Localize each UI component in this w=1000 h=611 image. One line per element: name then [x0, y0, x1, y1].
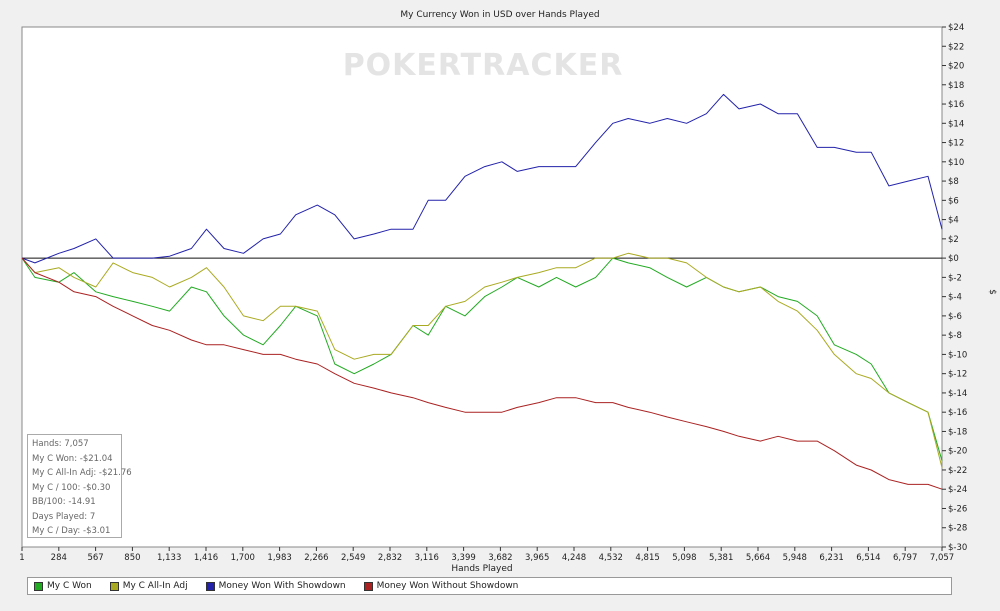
y-tick-label: $-6 — [948, 312, 962, 322]
x-tick-label: 567 — [87, 553, 103, 563]
legend-swatch — [363, 581, 373, 591]
y-tick-label: $-12 — [948, 370, 967, 380]
legend-item[interactable]: Money Won With Showdown — [205, 581, 346, 591]
y-tick-label: $14 — [948, 119, 964, 129]
series-line — [21, 93, 943, 264]
y-tick-label: $10 — [948, 158, 964, 168]
x-tick-label: 3,682 — [488, 553, 512, 563]
legend: My C Won My C All-In Adj Money Won With … — [27, 577, 952, 595]
x-tick-label: 4,815 — [635, 553, 659, 563]
stat-days-played: Days Played: 7 — [32, 511, 96, 522]
x-tick-label: 3,399 — [451, 553, 475, 563]
y-tick-label: $-20 — [948, 447, 967, 457]
y-tick-label: $-28 — [948, 524, 967, 534]
y-tick-label: $-26 — [948, 504, 967, 514]
series-line — [21, 252, 943, 468]
y-tick-label: $-22 — [948, 466, 967, 476]
plot-area — [21, 26, 943, 548]
x-tick-label: 1,700 — [231, 553, 255, 563]
y-tick-label: $0 — [948, 254, 959, 264]
x-tick-label: 1,416 — [194, 553, 218, 563]
legend-label: My C Won — [47, 581, 92, 591]
y-tick-label: $-16 — [948, 408, 967, 418]
chart-title: My Currency Won in USD over Hands Played — [400, 10, 599, 20]
y-tick-label: $-14 — [948, 389, 967, 399]
stat-bb-per-100: BB/100: -14.91 — [32, 497, 96, 507]
stat-c-won: My C Won: -$21.04 — [32, 453, 113, 464]
legend-swatch — [109, 581, 119, 591]
x-tick-label: 6,231 — [819, 553, 843, 563]
y-tick-label: $-4 — [948, 293, 962, 303]
x-tick-label: 2,266 — [304, 553, 328, 563]
series-layer — [21, 93, 943, 490]
y-axis-label: $ — [987, 289, 997, 295]
y-tick-label: $22 — [948, 42, 964, 52]
y-tick-label: $-24 — [948, 485, 967, 495]
x-tick-label: 5,381 — [709, 553, 733, 563]
legend-item[interactable]: My C All-In Adj — [109, 581, 188, 591]
summary-stats-box: Hands: 7,057 My C Won: -$21.04 My C All-… — [27, 434, 132, 538]
x-tick-label: 3,965 — [525, 553, 549, 563]
x-tick-label: 1 — [19, 553, 24, 563]
x-axis-label: Hands Played — [451, 564, 512, 574]
x-tick-label: 2,549 — [341, 553, 365, 563]
stat-hands: Hands: 7,057 — [32, 439, 89, 449]
y-tick-label: $-8 — [948, 331, 962, 341]
y-axis: $24 $22 $20 $18 $16 $14 $12 $10 $8 $6 $4 $2 $0 $-2 $-4… — [942, 23, 967, 553]
x-tick-label: 1,133 — [157, 553, 181, 563]
y-tick-label: $-10 — [948, 350, 967, 360]
legend-item[interactable]: Money Won Without Showdown — [363, 581, 519, 591]
x-axis: 1 284 567 850 1,133 1,416 1,700 1,983 2,266 2,549… — [19, 547, 954, 563]
legend-label: Money Won With Showdown — [218, 581, 346, 591]
y-tick-label: $4 — [948, 216, 959, 226]
legend-label: Money Won Without Showdown — [376, 581, 519, 591]
y-tick-label: $-2 — [948, 273, 962, 283]
y-tick-label: $8 — [948, 177, 959, 187]
y-tick-label: $18 — [948, 81, 964, 91]
legend-swatch — [34, 581, 43, 591]
stat-c-per-100: My C / 100: -$0.30 — [32, 482, 111, 493]
series-line — [21, 257, 943, 461]
y-tick-label: $-18 — [948, 427, 967, 437]
x-tick-label: 3,116 — [415, 553, 439, 563]
x-tick-label: 5,098 — [672, 553, 696, 563]
x-tick-label: 7,057 — [930, 553, 954, 563]
legend-label: My C All-In Adj — [122, 581, 188, 591]
y-tick-label: $2 — [948, 235, 959, 245]
legend-item[interactable]: My C Won — [34, 581, 92, 591]
x-tick-label: 4,532 — [599, 553, 623, 563]
x-tick-label: 6,514 — [856, 553, 880, 563]
stat-c-per-day: My C / Day: -$3.01 — [32, 526, 111, 536]
y-tick-label: $16 — [948, 100, 964, 110]
watermark: POKERTRACKER — [343, 48, 624, 83]
x-tick-label: 1,983 — [267, 553, 291, 563]
series-line — [21, 257, 943, 490]
y-tick-label: $6 — [948, 196, 959, 206]
x-tick-label: 850 — [124, 553, 140, 563]
x-tick-label: 284 — [51, 553, 67, 563]
x-tick-label: 5,948 — [783, 553, 807, 563]
y-tick-label: $24 — [948, 23, 964, 33]
y-tick-label: $20 — [948, 62, 964, 72]
y-tick-label: $-30 — [948, 543, 967, 553]
y-tick-label: $12 — [948, 139, 964, 149]
legend-swatch — [205, 581, 215, 591]
x-tick-label: 6,797 — [893, 553, 917, 563]
x-tick-label: 4,248 — [562, 553, 586, 563]
x-tick-label: 2,832 — [378, 553, 402, 563]
x-tick-label: 5,664 — [746, 553, 770, 563]
stat-all-in-adj: My C All-In Adj: -$21.76 — [32, 468, 132, 478]
